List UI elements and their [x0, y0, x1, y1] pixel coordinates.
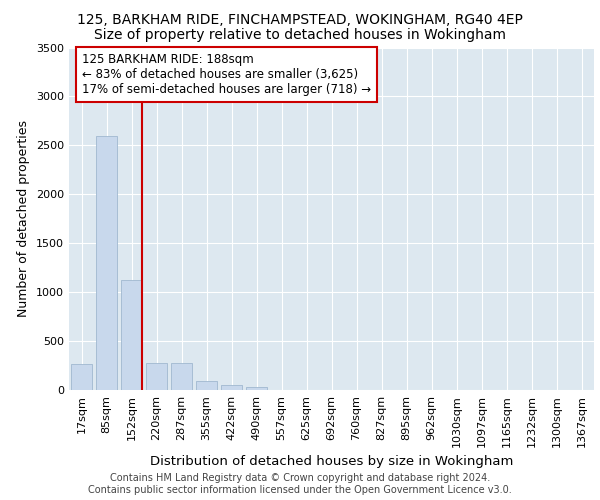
Bar	[246, 387, 267, 390]
Bar	[171, 363, 192, 390]
Text: 125, BARKHAM RIDE, FINCHAMPSTEAD, WOKINGHAM, RG40 4EP: 125, BARKHAM RIDE, FINCHAMPSTEAD, WOKING…	[77, 12, 523, 26]
Bar	[121, 280, 142, 390]
Bar	[71, 364, 92, 390]
Text: 125 BARKHAM RIDE: 188sqm
← 83% of detached houses are smaller (3,625)
17% of sem: 125 BARKHAM RIDE: 188sqm ← 83% of detach…	[82, 52, 371, 96]
Bar	[221, 385, 242, 390]
Y-axis label: Number of detached properties: Number of detached properties	[17, 120, 31, 318]
Bar	[96, 136, 117, 390]
X-axis label: Distribution of detached houses by size in Wokingham: Distribution of detached houses by size …	[150, 455, 513, 468]
Bar	[146, 363, 167, 390]
Text: Contains HM Land Registry data © Crown copyright and database right 2024.
Contai: Contains HM Land Registry data © Crown c…	[88, 474, 512, 495]
Text: Size of property relative to detached houses in Wokingham: Size of property relative to detached ho…	[94, 28, 506, 42]
Bar	[196, 381, 217, 390]
